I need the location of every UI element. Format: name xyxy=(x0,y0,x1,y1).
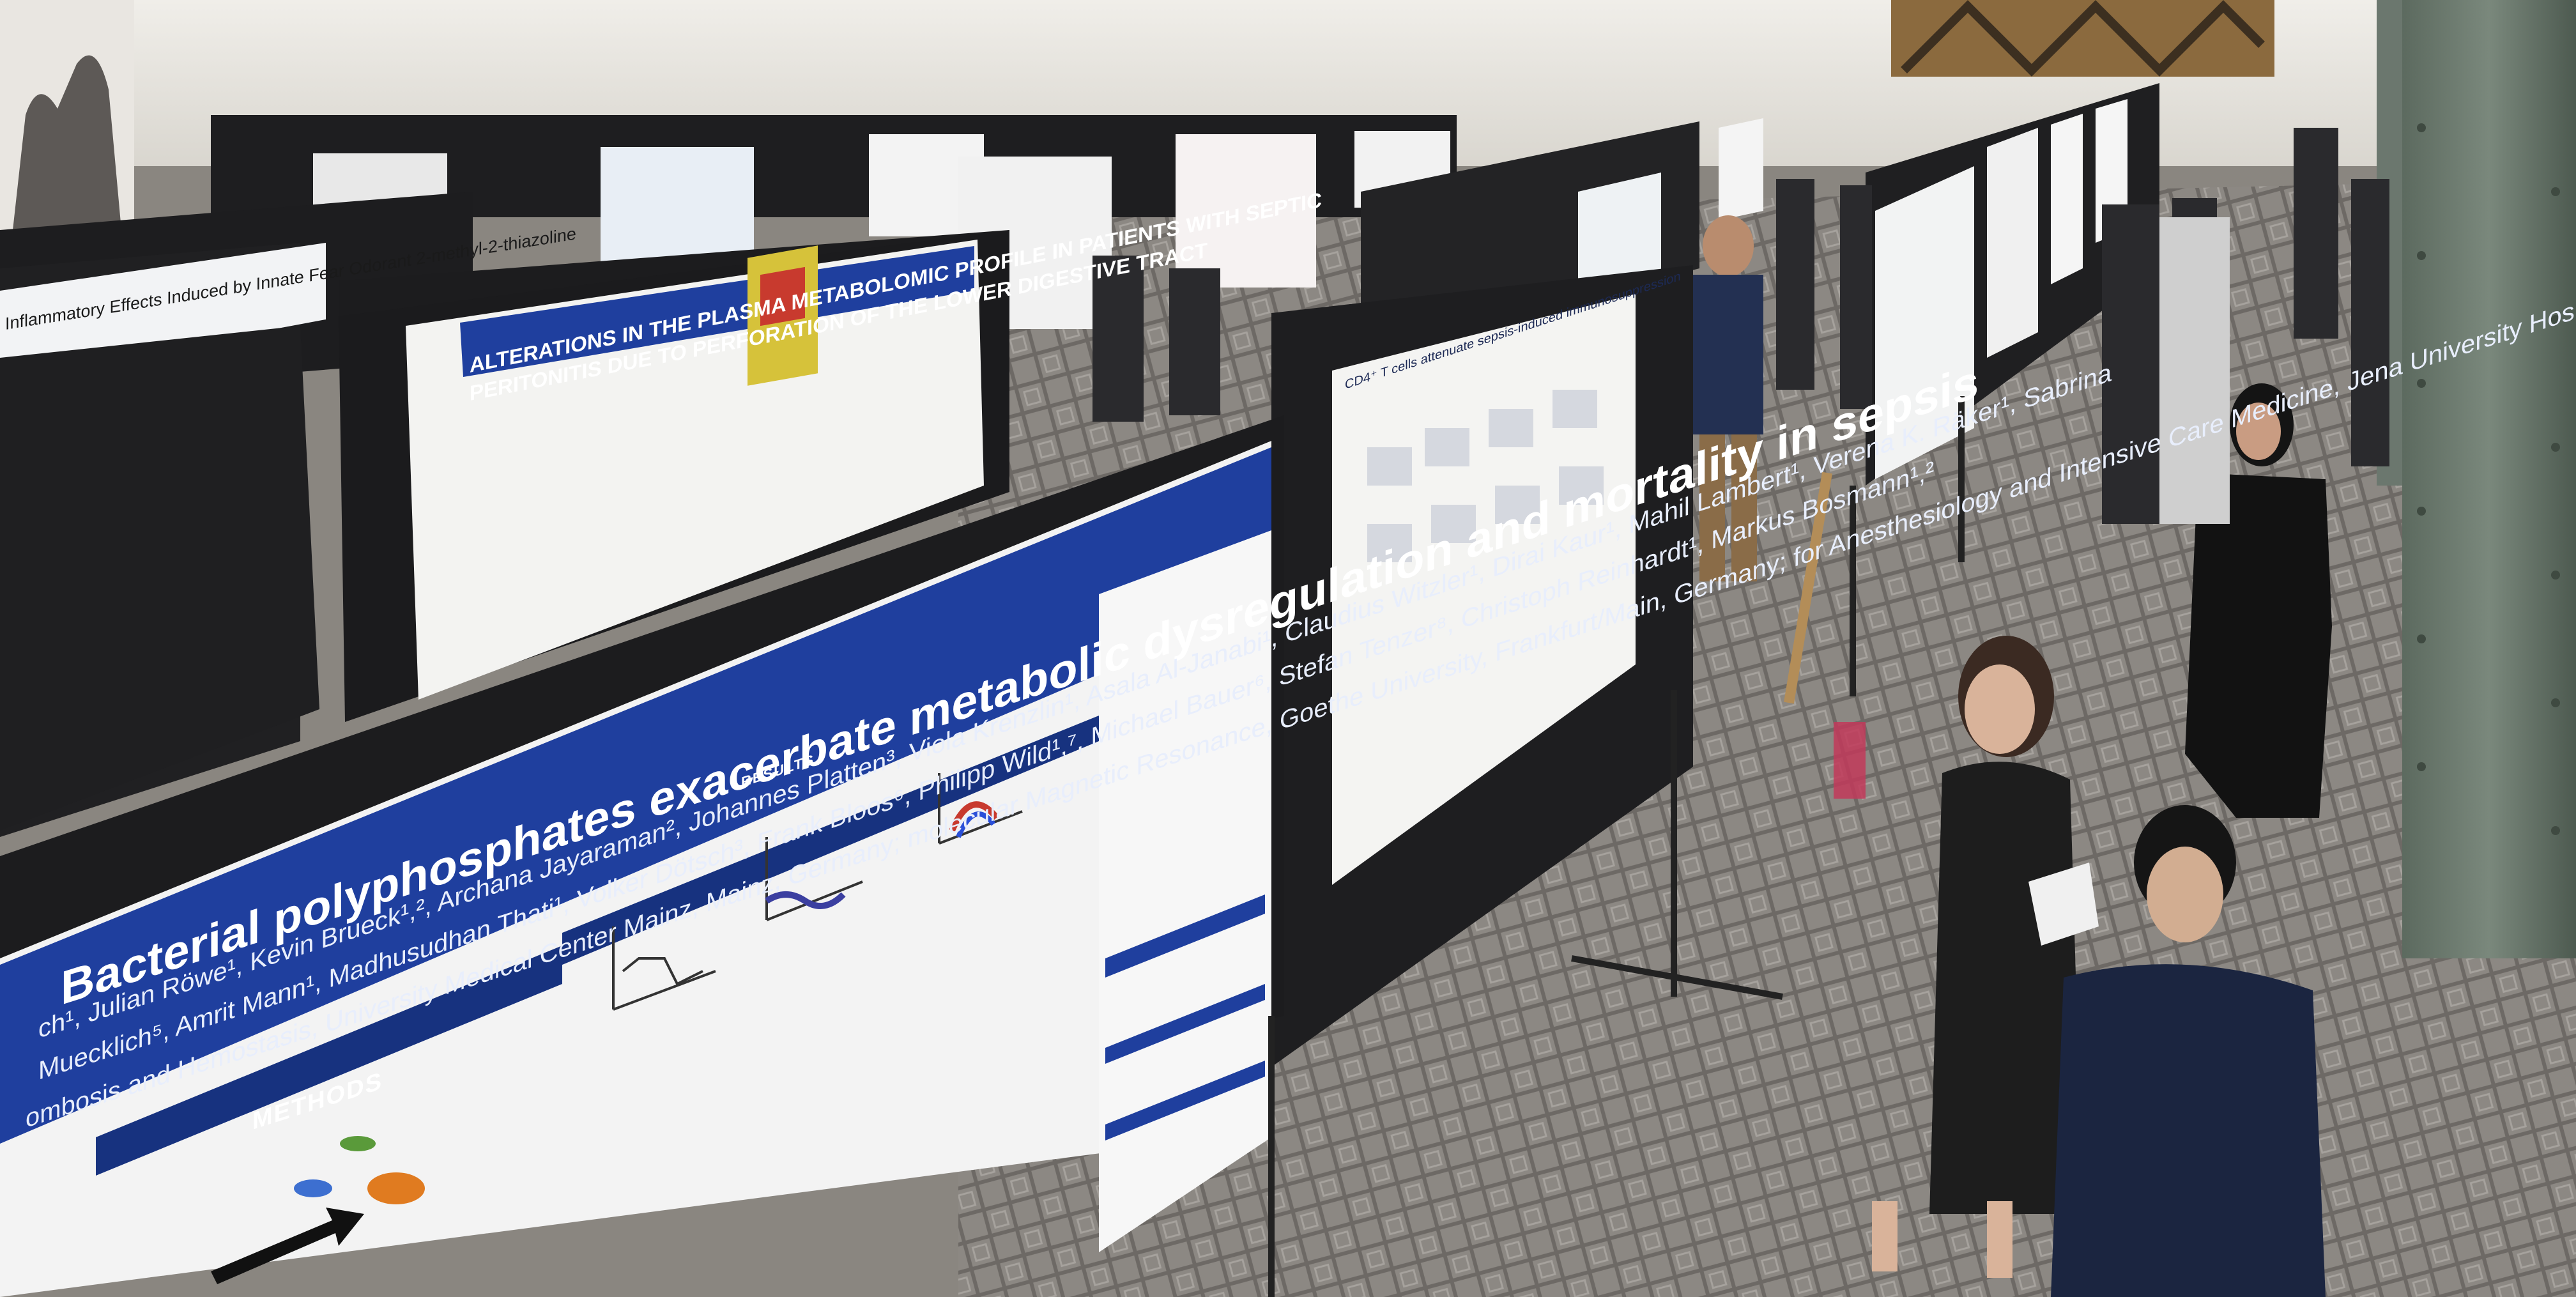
poster-far-left xyxy=(0,243,326,380)
mouse-illustration-icon xyxy=(367,1172,425,1204)
poster-main-side-panel xyxy=(1099,530,1271,1252)
pillar-rivets xyxy=(2417,123,2560,835)
poster-right-far-2 xyxy=(1719,118,1763,220)
board-stands xyxy=(1268,396,1965,1297)
poster-right-figures xyxy=(1367,390,1604,562)
poster-right-far-1 xyxy=(1578,173,1661,300)
wave-graph-icon xyxy=(765,891,846,909)
poster-aisle-right-2 xyxy=(1987,128,2038,358)
rainbow-arcs-icon xyxy=(949,801,999,832)
left-wall-art-silhouette xyxy=(13,55,121,231)
poster-aisle-right-1 xyxy=(1875,166,1974,479)
board-left-large xyxy=(0,326,319,831)
attendee-man-suit xyxy=(1693,215,1763,581)
attendee-woman-walking xyxy=(2185,383,2332,818)
bacteria-icon xyxy=(294,1179,332,1197)
arrow-icon xyxy=(211,1208,364,1284)
poster-second-header xyxy=(460,246,974,377)
ceiling-artwork-pattern xyxy=(1901,0,2265,77)
ceiling-artwork xyxy=(1891,0,2274,77)
wooden-stick xyxy=(1784,472,1832,704)
attendee-woman-drinking xyxy=(1834,636,2083,1278)
steel-pillar xyxy=(2402,0,2576,958)
heatmap-figure-red xyxy=(760,266,805,326)
poster-main-side-bar-2 xyxy=(1105,984,1265,1064)
poster-main-side-bar-3 xyxy=(1105,1061,1265,1140)
poster-right-large xyxy=(1332,294,1636,885)
attendee-group-background xyxy=(1092,128,2389,524)
poster-main-charts xyxy=(612,773,1023,1011)
poster-aisle-right-3 xyxy=(2051,114,2083,284)
attendee-man-cup xyxy=(2028,805,2326,1297)
bacteria-green-icon xyxy=(340,1136,376,1151)
poster-main-banner xyxy=(0,447,1271,1144)
poster-main-side-bar-1 xyxy=(1105,894,1265,978)
poster-main-methods-bar xyxy=(96,946,562,1176)
poster-main-results-bar xyxy=(562,716,1099,965)
back-poster-row xyxy=(211,115,1457,329)
